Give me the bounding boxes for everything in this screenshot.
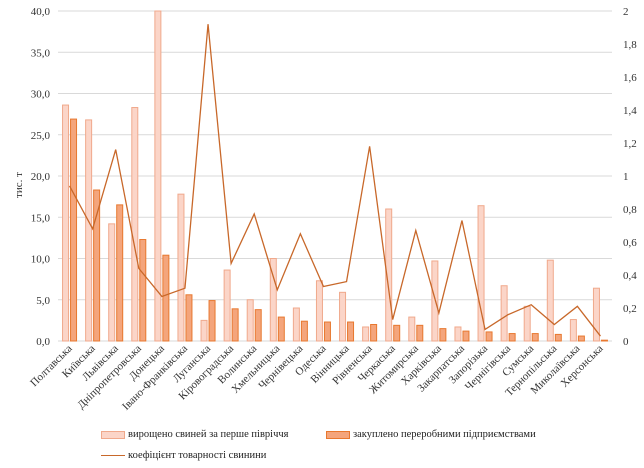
bar-grown: [154, 10, 162, 342]
y2-tick-label: 1,8: [623, 39, 637, 51]
bar-grown: [269, 258, 277, 342]
y-tick-label: 35,0: [31, 47, 51, 59]
y-tick-label: 30,0: [31, 89, 51, 101]
y2-tick-label: 0,6: [623, 237, 637, 249]
bar-procured: [462, 330, 470, 342]
bar-grown: [292, 307, 300, 342]
bar-procured: [485, 331, 493, 342]
y-tick-label: 0,0: [36, 336, 50, 348]
bar-procured: [531, 333, 539, 342]
bar-grown: [62, 104, 70, 342]
y2-tick-label: 0,4: [623, 270, 637, 282]
bar-grown: [592, 287, 600, 342]
bar-grown: [177, 193, 185, 342]
legend-swatch-grown: [101, 430, 125, 439]
bar-procured: [231, 308, 239, 342]
bar-procured: [323, 321, 331, 342]
legend-item-coefficient: коефіцієнт товарності свинини: [101, 450, 266, 461]
bar-procured: [508, 333, 516, 342]
bar-grown: [246, 299, 254, 342]
bar-procured: [393, 324, 401, 342]
bar-grown: [408, 316, 416, 342]
bar-procured: [93, 189, 101, 342]
bar-procured: [439, 328, 447, 342]
bar-procured: [139, 239, 147, 342]
y2-tick-label: 0,2: [623, 303, 637, 315]
bar-grown: [315, 280, 323, 342]
bar-procured: [116, 204, 124, 342]
bar-grown: [500, 285, 508, 342]
bar-procured: [277, 316, 285, 342]
y2-tick-label: 2: [623, 6, 629, 18]
bar-grown: [546, 259, 554, 342]
bar-procured: [254, 309, 262, 342]
legend-label-coefficient: коефіцієнт товарності свинини: [128, 450, 267, 461]
bar-procured: [70, 118, 78, 342]
line-coefficient: [68, 24, 601, 337]
y-tick-label: 20,0: [31, 171, 51, 183]
y-tick-label: 10,0: [31, 254, 51, 266]
bar-procured: [208, 300, 216, 342]
bar-procured: [600, 339, 608, 342]
y-tick-label: 40,0: [31, 6, 51, 18]
bar-procured: [162, 254, 170, 342]
legend-line-coefficient: [101, 455, 125, 456]
legend-item-grown: вирощено свиней за перше півріччя: [101, 429, 288, 440]
y-tick-label: 25,0: [31, 130, 51, 142]
bar-procured: [185, 294, 193, 342]
y2-tick-label: 1,4: [623, 105, 637, 117]
bar-grown: [108, 223, 116, 342]
bar-grown: [454, 326, 462, 342]
legend-item-procured: закуплено переробними підприємствами: [326, 429, 536, 440]
bar-procured: [577, 335, 585, 342]
bar-grown: [385, 208, 393, 342]
bar-grown: [200, 319, 208, 342]
bar-procured: [370, 324, 378, 342]
bar-procured: [347, 321, 355, 342]
y2-tick-label: 1,6: [623, 72, 637, 84]
legend-label-procured: закуплено переробними підприємствами: [353, 429, 536, 440]
bar-grown: [131, 107, 139, 342]
y-axis-title: тис. т: [13, 172, 25, 198]
bar-grown: [85, 119, 93, 342]
y2-tick-label: 0: [623, 336, 629, 348]
bar-grown: [523, 305, 531, 342]
legend-label-grown: вирощено свиней за перше півріччя: [128, 429, 289, 440]
y2-tick-label: 1,2: [623, 138, 637, 150]
bar-procured: [554, 333, 562, 342]
y2-tick-label: 1: [623, 171, 629, 183]
y-tick-label: 15,0: [31, 212, 51, 224]
bar-procured: [300, 320, 308, 342]
bar-grown: [362, 326, 370, 342]
legend-swatch-procured: [326, 430, 350, 439]
bar-grown: [477, 205, 485, 342]
bar-procured: [416, 324, 424, 342]
bar-grown: [223, 269, 231, 342]
y-tick-label: 5,0: [36, 295, 50, 307]
y2-tick-label: 0,8: [623, 204, 637, 216]
bar-grown: [569, 319, 577, 342]
bar-grown: [339, 291, 347, 342]
